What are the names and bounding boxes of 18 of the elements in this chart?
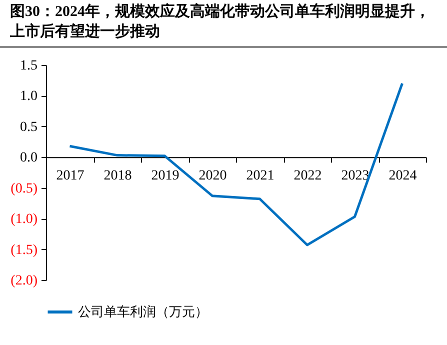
y-tick-label: 0.5 <box>20 120 38 135</box>
y-tick-label: (0.5) <box>10 181 38 196</box>
y-tick-label: (2.0) <box>10 274 38 288</box>
y-tick-label: 0.0 <box>20 150 38 166</box>
x-tick-label: 2018 <box>104 168 132 184</box>
x-tick-label: 2022 <box>294 168 322 184</box>
x-tick-label: 2021 <box>246 168 274 184</box>
y-tick-label: (1.0) <box>10 212 38 228</box>
y-tick-label: (1.5) <box>10 242 38 258</box>
y-tick-label: 1.5 <box>20 58 38 74</box>
x-tick-label: 2017 <box>56 168 84 184</box>
x-tick-label: 2024 <box>388 168 417 184</box>
legend-label: 公司单车利润（万元） <box>78 304 208 319</box>
x-tick-label: 2020 <box>198 168 227 184</box>
x-tick-label: 2023 <box>341 168 370 184</box>
x-tick-label: 2019 <box>151 168 180 184</box>
y-tick-label: 1.0 <box>20 89 38 104</box>
chart-title: 图30：2024年，规模效应及高端化带动公司单车利润明显提升，上市后有望进一步推动 <box>0 0 447 48</box>
